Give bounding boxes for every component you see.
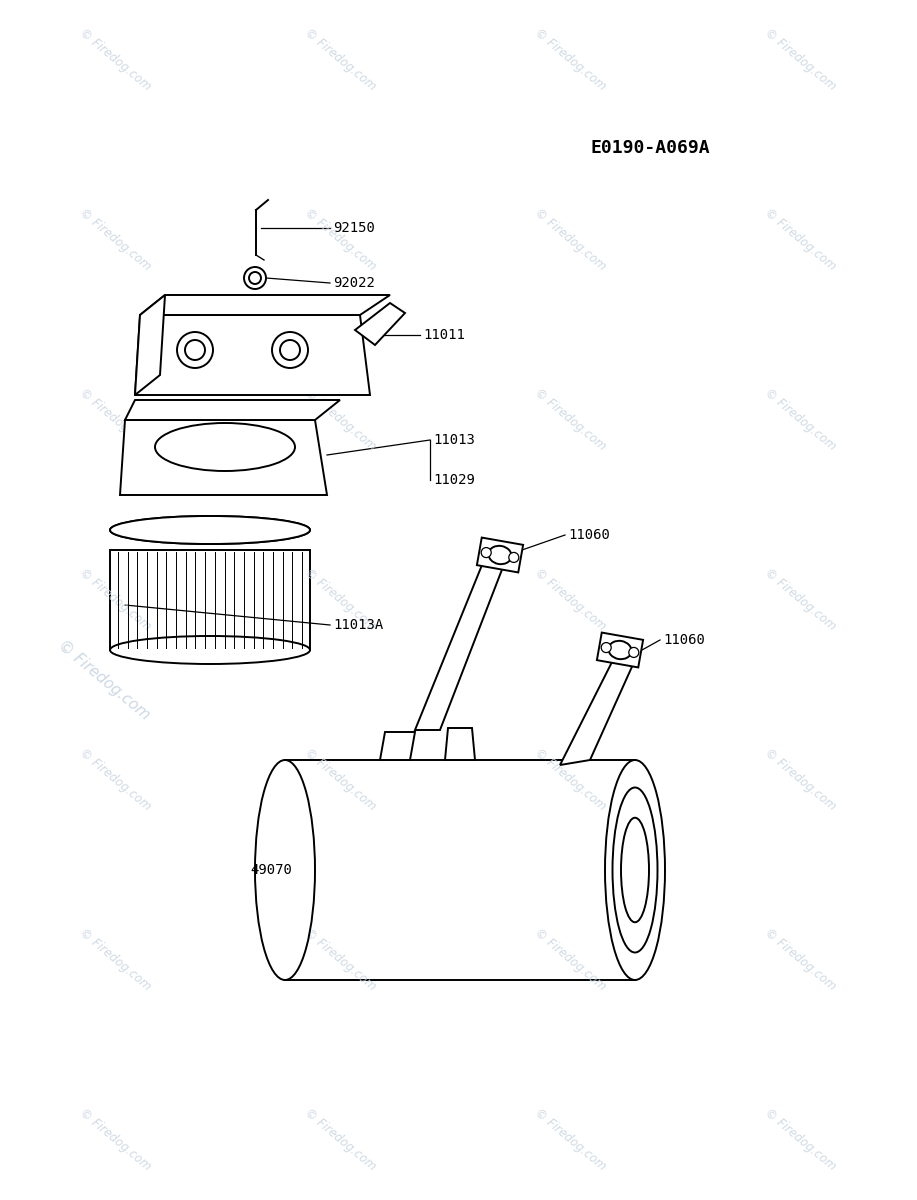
Text: © Firedog.com: © Firedog.com	[762, 386, 838, 454]
Polygon shape	[380, 732, 415, 760]
Text: 11060: 11060	[568, 528, 610, 542]
Text: © Firedog.com: © Firedog.com	[762, 206, 838, 274]
Polygon shape	[597, 632, 643, 667]
Text: © Firedog.com: © Firedog.com	[302, 566, 378, 634]
Polygon shape	[135, 295, 165, 395]
Text: © Firedog.com: © Firedog.com	[77, 566, 153, 634]
Circle shape	[481, 547, 492, 558]
Text: © Firedog.com: © Firedog.com	[302, 926, 378, 994]
Ellipse shape	[489, 546, 512, 564]
Text: 11013: 11013	[433, 433, 475, 446]
Polygon shape	[140, 295, 390, 314]
Circle shape	[244, 266, 266, 289]
Text: © Firedog.com: © Firedog.com	[77, 1106, 153, 1174]
Text: © Firedog.com: © Firedog.com	[532, 206, 608, 274]
Circle shape	[272, 332, 308, 368]
Ellipse shape	[605, 760, 665, 980]
Text: © Firedog.com: © Firedog.com	[532, 26, 608, 94]
Text: © Firedog.com: © Firedog.com	[302, 26, 378, 94]
Ellipse shape	[110, 516, 310, 544]
Ellipse shape	[255, 760, 315, 980]
Polygon shape	[477, 538, 523, 572]
Text: © Firedog.com: © Firedog.com	[77, 746, 153, 814]
Polygon shape	[415, 565, 503, 730]
Text: 11013A: 11013A	[333, 618, 383, 632]
Text: 11029: 11029	[433, 473, 475, 487]
Circle shape	[280, 340, 300, 360]
Text: © Firedog.com: © Firedog.com	[77, 926, 153, 994]
Ellipse shape	[110, 636, 310, 664]
Circle shape	[185, 340, 205, 360]
Circle shape	[602, 642, 612, 653]
Text: 92022: 92022	[333, 276, 375, 290]
Text: 11060: 11060	[663, 634, 705, 647]
Text: © Firedog.com: © Firedog.com	[532, 386, 608, 454]
Polygon shape	[110, 550, 310, 650]
Text: © Firedog.com: © Firedog.com	[302, 206, 378, 274]
Polygon shape	[560, 660, 635, 766]
Polygon shape	[355, 302, 405, 346]
Text: 49070: 49070	[250, 863, 292, 877]
Circle shape	[509, 552, 519, 563]
Text: © Firedog.com: © Firedog.com	[762, 566, 838, 634]
Ellipse shape	[613, 787, 657, 953]
Text: © Firedog.com: © Firedog.com	[762, 926, 838, 994]
Text: © Firedog.com: © Firedog.com	[532, 926, 608, 994]
Circle shape	[249, 272, 261, 284]
Text: © Firedog.com: © Firedog.com	[762, 746, 838, 814]
Text: © Firedog.com: © Firedog.com	[77, 206, 153, 274]
Text: © Firedog.com: © Firedog.com	[302, 386, 378, 454]
Ellipse shape	[609, 641, 632, 659]
Text: © Firedog.com: © Firedog.com	[762, 1106, 838, 1174]
Ellipse shape	[155, 422, 295, 470]
Text: © Firedog.com: © Firedog.com	[77, 386, 153, 454]
Polygon shape	[125, 400, 340, 420]
Text: © Firedog.com: © Firedog.com	[762, 26, 838, 94]
Text: © Firedog.com: © Firedog.com	[55, 637, 152, 722]
Text: E0190-A069A: E0190-A069A	[590, 139, 710, 157]
Text: 92150: 92150	[333, 221, 375, 235]
Text: © Firedog.com: © Firedog.com	[532, 1106, 608, 1174]
Polygon shape	[285, 760, 635, 980]
Text: © Firedog.com: © Firedog.com	[302, 746, 378, 814]
Polygon shape	[135, 314, 370, 395]
Text: © Firedog.com: © Firedog.com	[532, 746, 608, 814]
Text: © Firedog.com: © Firedog.com	[77, 26, 153, 94]
Polygon shape	[445, 728, 475, 760]
Polygon shape	[120, 420, 327, 494]
Circle shape	[629, 648, 639, 658]
Text: © Firedog.com: © Firedog.com	[532, 566, 608, 634]
Text: © Firedog.com: © Firedog.com	[302, 1106, 378, 1174]
Ellipse shape	[110, 516, 310, 544]
Text: 11011: 11011	[423, 328, 465, 342]
Circle shape	[177, 332, 213, 368]
Ellipse shape	[621, 817, 649, 923]
